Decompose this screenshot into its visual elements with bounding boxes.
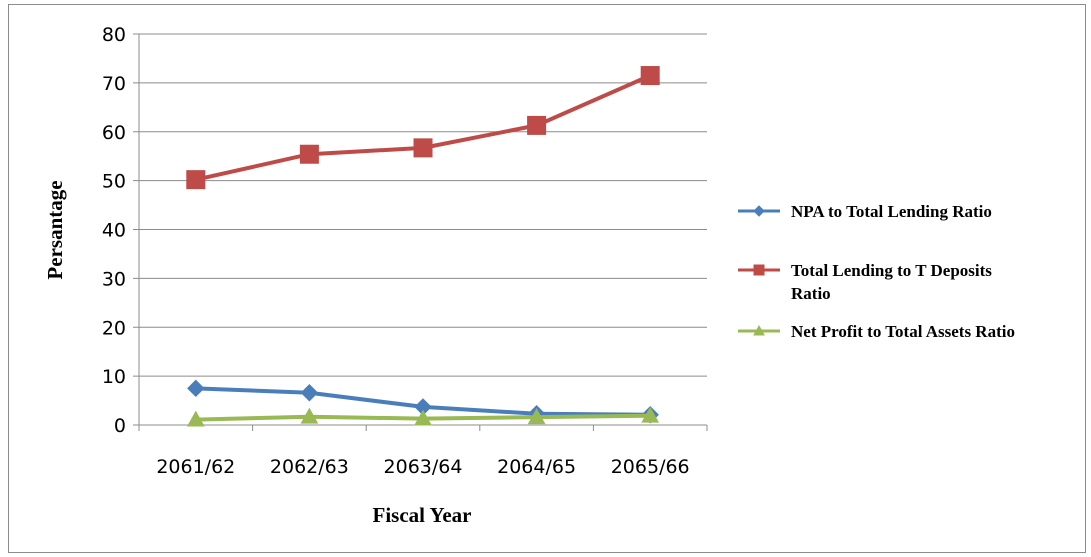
series-line [195,73,652,182]
data-point [187,379,205,398]
x-tick-label: 2063/64 [384,456,463,478]
x-tick-labels: 2061/62 2062/63 2063/64 2064/65 2065/66 [156,456,689,478]
y-tick-label: 20 [102,317,126,339]
data-point [186,410,205,427]
x-tick-label: 2062/63 [270,456,349,478]
y-tick-label: 0 [114,415,126,437]
legend-marker [753,324,765,336]
y-axis-title: Persantage [43,180,67,279]
data-point [186,170,206,190]
data-point [641,406,660,423]
legend-item: NPA to Total Lending Ratio [738,202,992,221]
data-point [640,66,660,86]
data-point [300,384,319,402]
legend-item: Total Lending to T Deposits Ratio [738,261,992,303]
series-2 [186,66,660,190]
x-axis-title: Fiscal Year [373,503,472,527]
data-point [527,115,547,135]
legend-label: Total Lending to T Deposits Ratio [791,261,992,303]
y-tick-label: 30 [102,268,126,290]
legend-marker [753,264,765,276]
data-point [300,407,319,424]
data-point [414,409,432,426]
y-tick-label: 50 [102,171,126,193]
x-tick-label: 2061/62 [156,456,235,478]
y-tick-label: 70 [102,73,126,95]
legend-label: Net Profit to Total Assets Ratio [791,322,1015,341]
data-point [299,144,319,164]
legend-marker [753,205,765,217]
axes [133,33,708,431]
y-tick-label: 10 [102,366,126,388]
data-point [413,138,433,158]
series-3 [186,406,660,427]
y-tick-label: 60 [102,122,126,144]
series-lines [186,66,660,427]
y-tick-label: 40 [102,220,126,242]
legend-label: NPA to Total Lending Ratio [791,202,992,221]
data-point [527,408,546,425]
x-tick-label: 2065/66 [611,456,690,478]
y-tick-labels: 0 10 20 30 40 50 60 70 80 [102,24,126,437]
legend-item: Net Profit to Total Assets Ratio [738,322,1015,341]
legend: NPA to Total Lending Ratio Total Lending … [738,202,1015,341]
y-tick-label: 80 [102,24,126,46]
x-tick-label: 2064/65 [497,456,576,478]
gridlines [139,33,707,377]
